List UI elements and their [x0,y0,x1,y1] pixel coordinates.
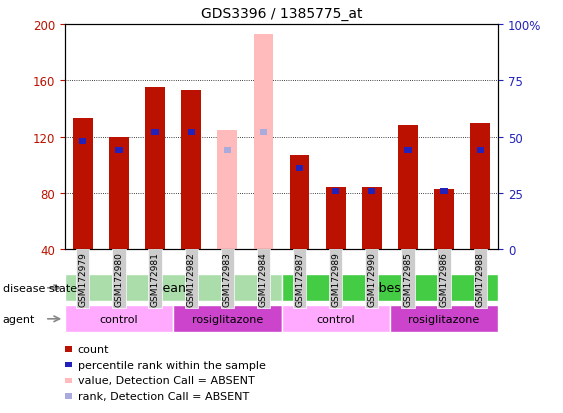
Text: agent: agent [3,314,35,324]
Bar [65,306,173,332]
Bar [173,306,282,332]
Bar [440,188,448,194]
Text: count: count [78,344,109,354]
Text: GSM172987: GSM172987 [295,252,304,307]
Text: GSM172982: GSM172982 [187,252,196,306]
Text: lean: lean [160,282,186,294]
Text: obese: obese [371,282,409,294]
Text: GSM172990: GSM172990 [367,252,376,307]
Text: rank, Detection Call = ABSENT: rank, Detection Call = ABSENT [78,391,249,401]
Text: GSM172986: GSM172986 [440,252,449,307]
Bar [390,306,498,332]
Bar [289,156,310,250]
Bar [151,130,159,135]
Text: GSM172983: GSM172983 [223,252,232,307]
Bar [398,126,418,250]
Bar [434,190,454,250]
Text: value, Detection Call = ABSENT: value, Detection Call = ABSENT [78,375,254,385]
Text: control: control [100,314,138,324]
Bar [260,130,267,135]
Bar [181,91,201,250]
Bar [477,148,484,154]
Bar [145,88,165,250]
Text: GSM172979: GSM172979 [78,252,87,307]
Title: GDS3396 / 1385775_at: GDS3396 / 1385775_at [201,7,362,21]
Bar [109,138,129,250]
Bar [470,123,490,250]
Bar [224,148,231,154]
Text: rosiglitazone: rosiglitazone [408,314,480,324]
Bar [217,130,237,250]
Text: disease state: disease state [3,283,77,293]
Bar [253,35,274,250]
Bar [65,275,282,301]
Bar [404,148,412,154]
Text: GSM172980: GSM172980 [114,252,123,307]
Bar [115,148,123,154]
Text: GSM172988: GSM172988 [476,252,485,307]
Text: GSM172981: GSM172981 [150,252,159,307]
Bar [282,306,390,332]
Bar [368,188,376,194]
Bar [362,188,382,250]
Bar [332,188,339,194]
Text: GSM172984: GSM172984 [259,252,268,306]
Bar [282,275,498,301]
Bar [73,119,93,250]
Bar [79,139,87,145]
Bar [296,166,303,172]
Bar [326,188,346,250]
Bar [187,130,195,135]
Text: control: control [316,314,355,324]
Text: percentile rank within the sample: percentile rank within the sample [78,360,266,370]
Text: rosiglitazone: rosiglitazone [191,314,263,324]
Text: GSM172989: GSM172989 [331,252,340,307]
Text: GSM172985: GSM172985 [404,252,413,307]
